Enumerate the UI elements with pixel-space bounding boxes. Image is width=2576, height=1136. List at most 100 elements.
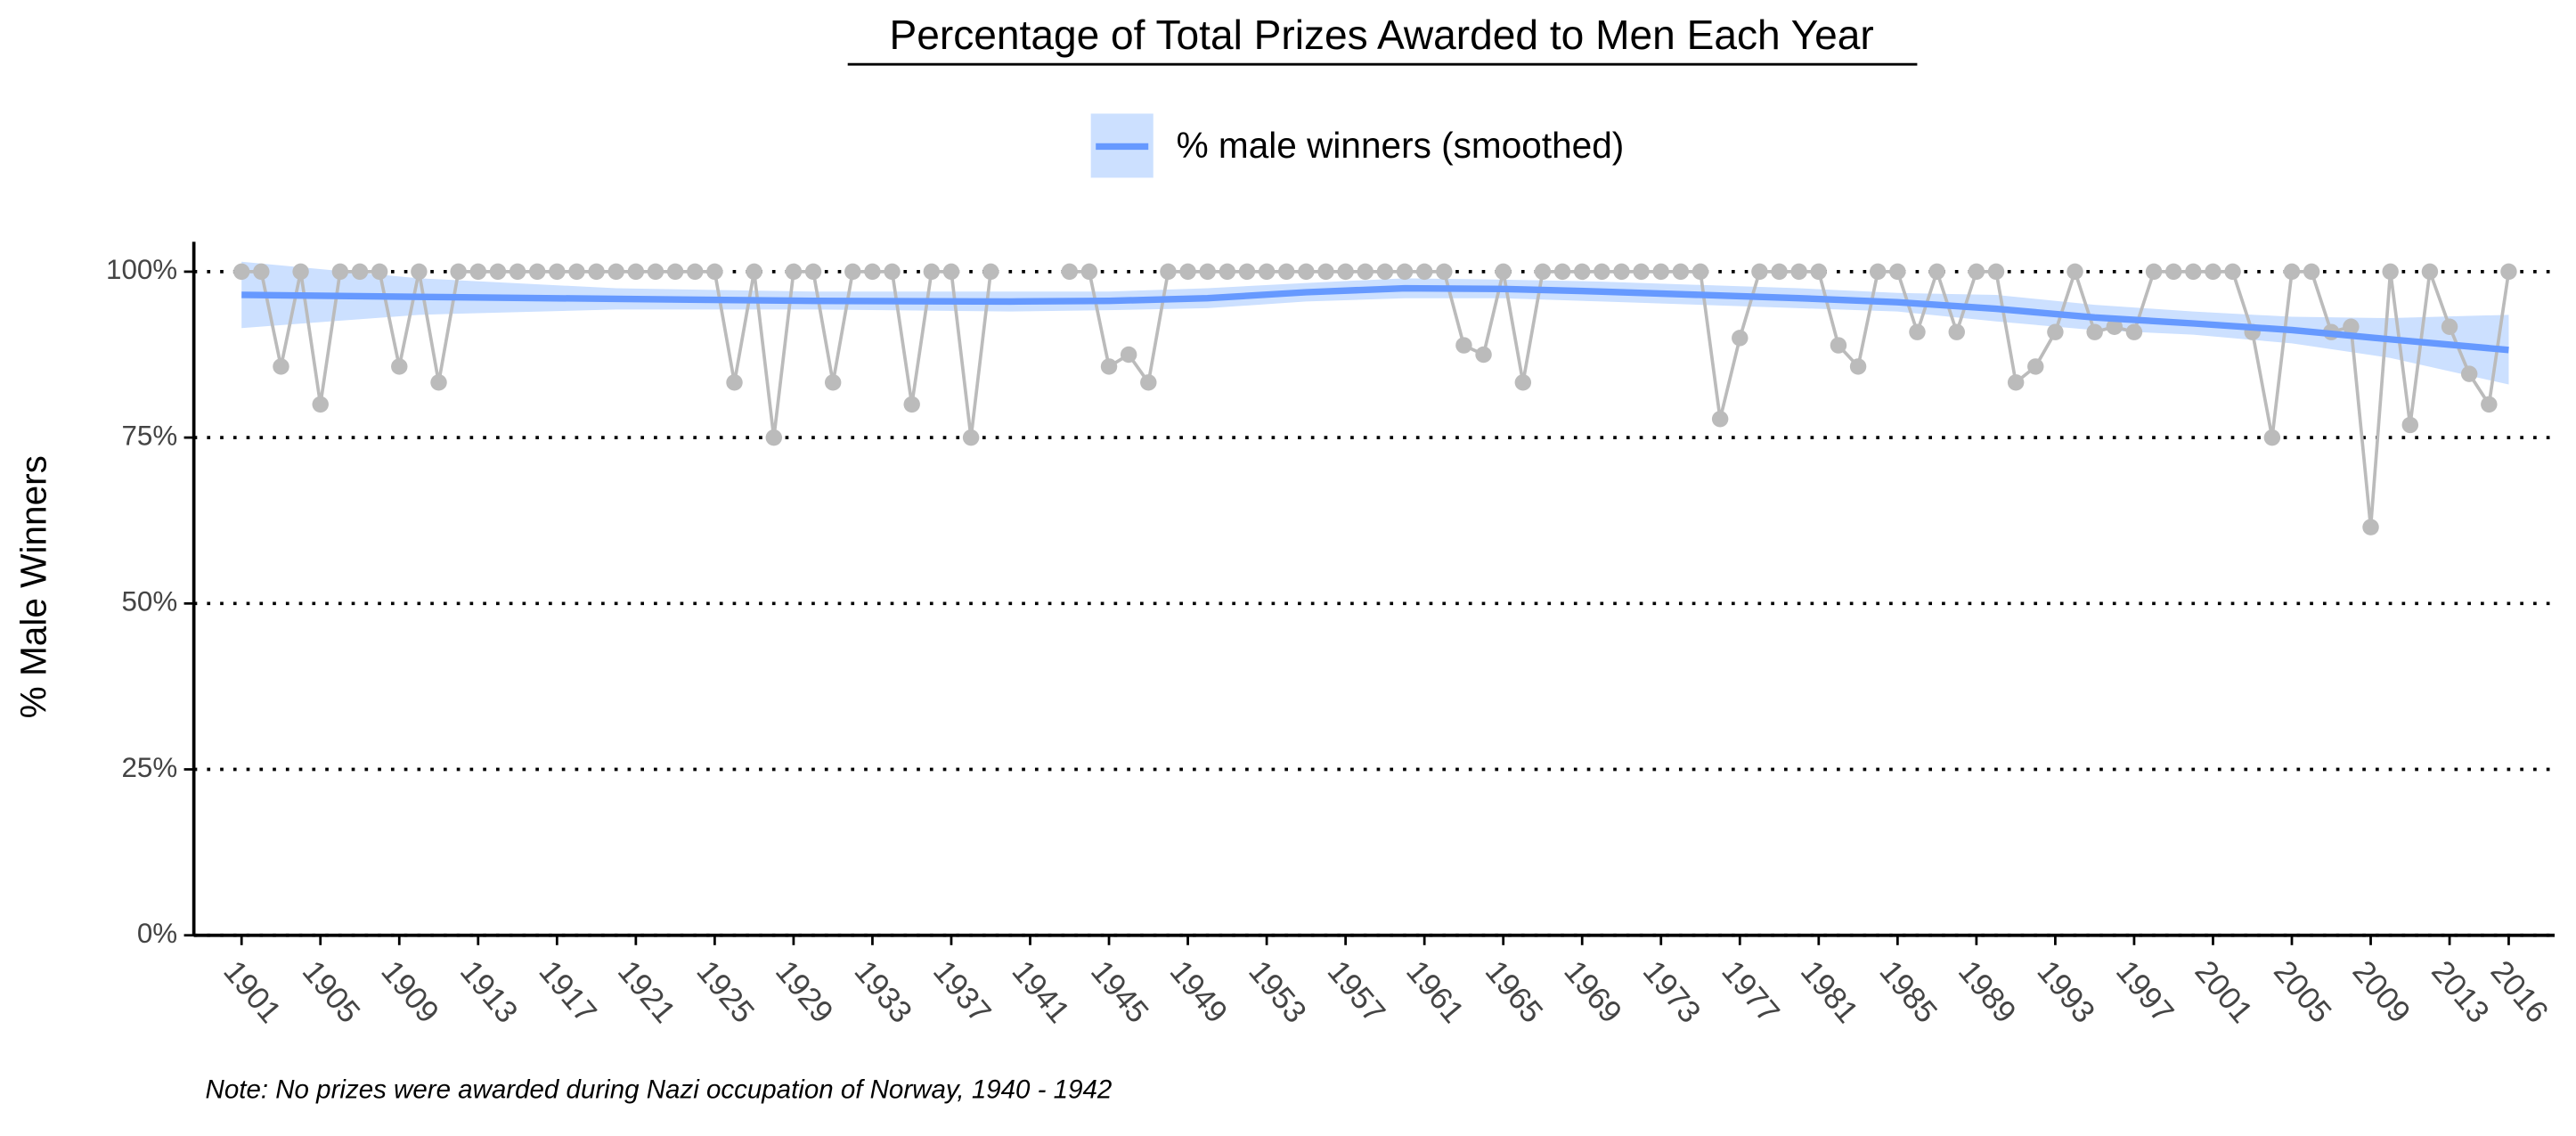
data-point [1455, 337, 1472, 354]
data-point [1869, 263, 1887, 281]
data-point [1830, 337, 1847, 354]
data-point [1436, 263, 1453, 281]
x-tick-label: 1993 [2030, 954, 2101, 1030]
data-point [1100, 358, 1118, 375]
data-point [647, 263, 664, 281]
data-point [1140, 374, 1157, 391]
data-point [2441, 318, 2458, 335]
data-point [2382, 263, 2399, 281]
data-point [1317, 263, 1334, 281]
data-point [1652, 263, 1669, 281]
data-point [1553, 263, 1571, 281]
y-tick-label: 25% [121, 752, 177, 783]
x-tick-label: 1981 [1794, 954, 1865, 1030]
data-point [253, 263, 270, 281]
data-point [962, 429, 980, 446]
data-point [2047, 323, 2064, 340]
x-tick-label: 1941 [1006, 954, 1077, 1030]
data-point [1849, 358, 1867, 375]
data-point [804, 263, 822, 281]
data-point [2283, 263, 2301, 281]
data-point [884, 263, 901, 281]
x-tick-label: 1961 [1399, 954, 1471, 1030]
data-point [2421, 263, 2439, 281]
data-point [1298, 263, 1315, 281]
data-point [2343, 318, 2360, 335]
data-point [666, 263, 684, 281]
data-point [1594, 263, 1610, 281]
x-tick-label: 1949 [1163, 954, 1235, 1030]
x-tick-label: 1957 [1321, 954, 1392, 1030]
y-tick-label: 50% [121, 586, 177, 617]
data-point [1534, 263, 1552, 281]
data-point [844, 263, 861, 281]
data-point [1160, 263, 1177, 281]
data-point [2086, 323, 2103, 340]
data-point [1120, 346, 1137, 364]
x-tick-label: 1937 [926, 954, 998, 1030]
data-point [903, 396, 920, 413]
y-tick-label: 100% [106, 254, 177, 285]
x-tick-label: 1925 [689, 954, 761, 1030]
x-tick-label: 2013 [2425, 954, 2496, 1030]
data-point [1810, 263, 1828, 281]
data-point [1889, 263, 1906, 281]
data-point [1968, 263, 1985, 281]
data-point [232, 263, 250, 281]
data-point [1357, 263, 1374, 281]
data-point [2362, 519, 2379, 535]
data-point [1337, 263, 1354, 281]
x-tick-label: 1913 [453, 954, 525, 1030]
x-tick-label: 1985 [1872, 954, 1944, 1030]
data-point [292, 263, 309, 281]
data-point [351, 263, 369, 281]
x-tick-label: 1973 [1636, 954, 1708, 1030]
x-tick-label: 1953 [1242, 954, 1313, 1030]
data-point [942, 263, 960, 281]
data-point [785, 263, 803, 281]
data-point [2164, 263, 2182, 281]
x-tick-label: 1933 [847, 954, 918, 1030]
data-point [864, 263, 881, 281]
data-point [1633, 263, 1650, 281]
data-point [1909, 323, 1926, 340]
data-point [1396, 263, 1414, 281]
data-point [2027, 358, 2044, 375]
data-point [2224, 263, 2241, 281]
data-point [1514, 374, 1532, 391]
y-tick-label: 75% [121, 420, 177, 451]
data-point [2263, 429, 2281, 446]
data-point [2067, 263, 2083, 281]
data-point [1199, 263, 1216, 281]
data-point [2460, 365, 2478, 382]
data-point [1573, 263, 1591, 281]
data-point [1475, 346, 1492, 364]
data-point [1061, 263, 1078, 281]
data-point [607, 263, 624, 281]
data-point [726, 374, 743, 391]
data-point [2303, 263, 2320, 281]
data-point [2500, 263, 2517, 281]
x-tick-label: 2009 [2346, 954, 2417, 1030]
data-point [2481, 396, 2498, 413]
data-point [1692, 263, 1709, 281]
data-point [1711, 411, 1729, 428]
data-point [2145, 263, 2163, 281]
data-point [469, 263, 487, 281]
data-point [1179, 263, 1196, 281]
data-point [509, 263, 526, 281]
x-tick-label: 1965 [1479, 954, 1550, 1030]
data-point [2007, 374, 2025, 391]
data-point [687, 263, 704, 281]
data-point [765, 429, 783, 446]
data-point [2106, 318, 2124, 335]
data-point [1613, 263, 1630, 281]
x-tick-label: 1977 [1715, 954, 1786, 1030]
x-tick-label: 1989 [1952, 954, 2023, 1030]
data-point [1415, 263, 1433, 281]
confidence-band [241, 261, 2509, 385]
data-point [568, 263, 585, 281]
y-tick-label: 0% [137, 918, 177, 949]
chart-title: Percentage of Total Prizes Awarded to Me… [889, 12, 1873, 58]
data-point [1672, 263, 1690, 281]
